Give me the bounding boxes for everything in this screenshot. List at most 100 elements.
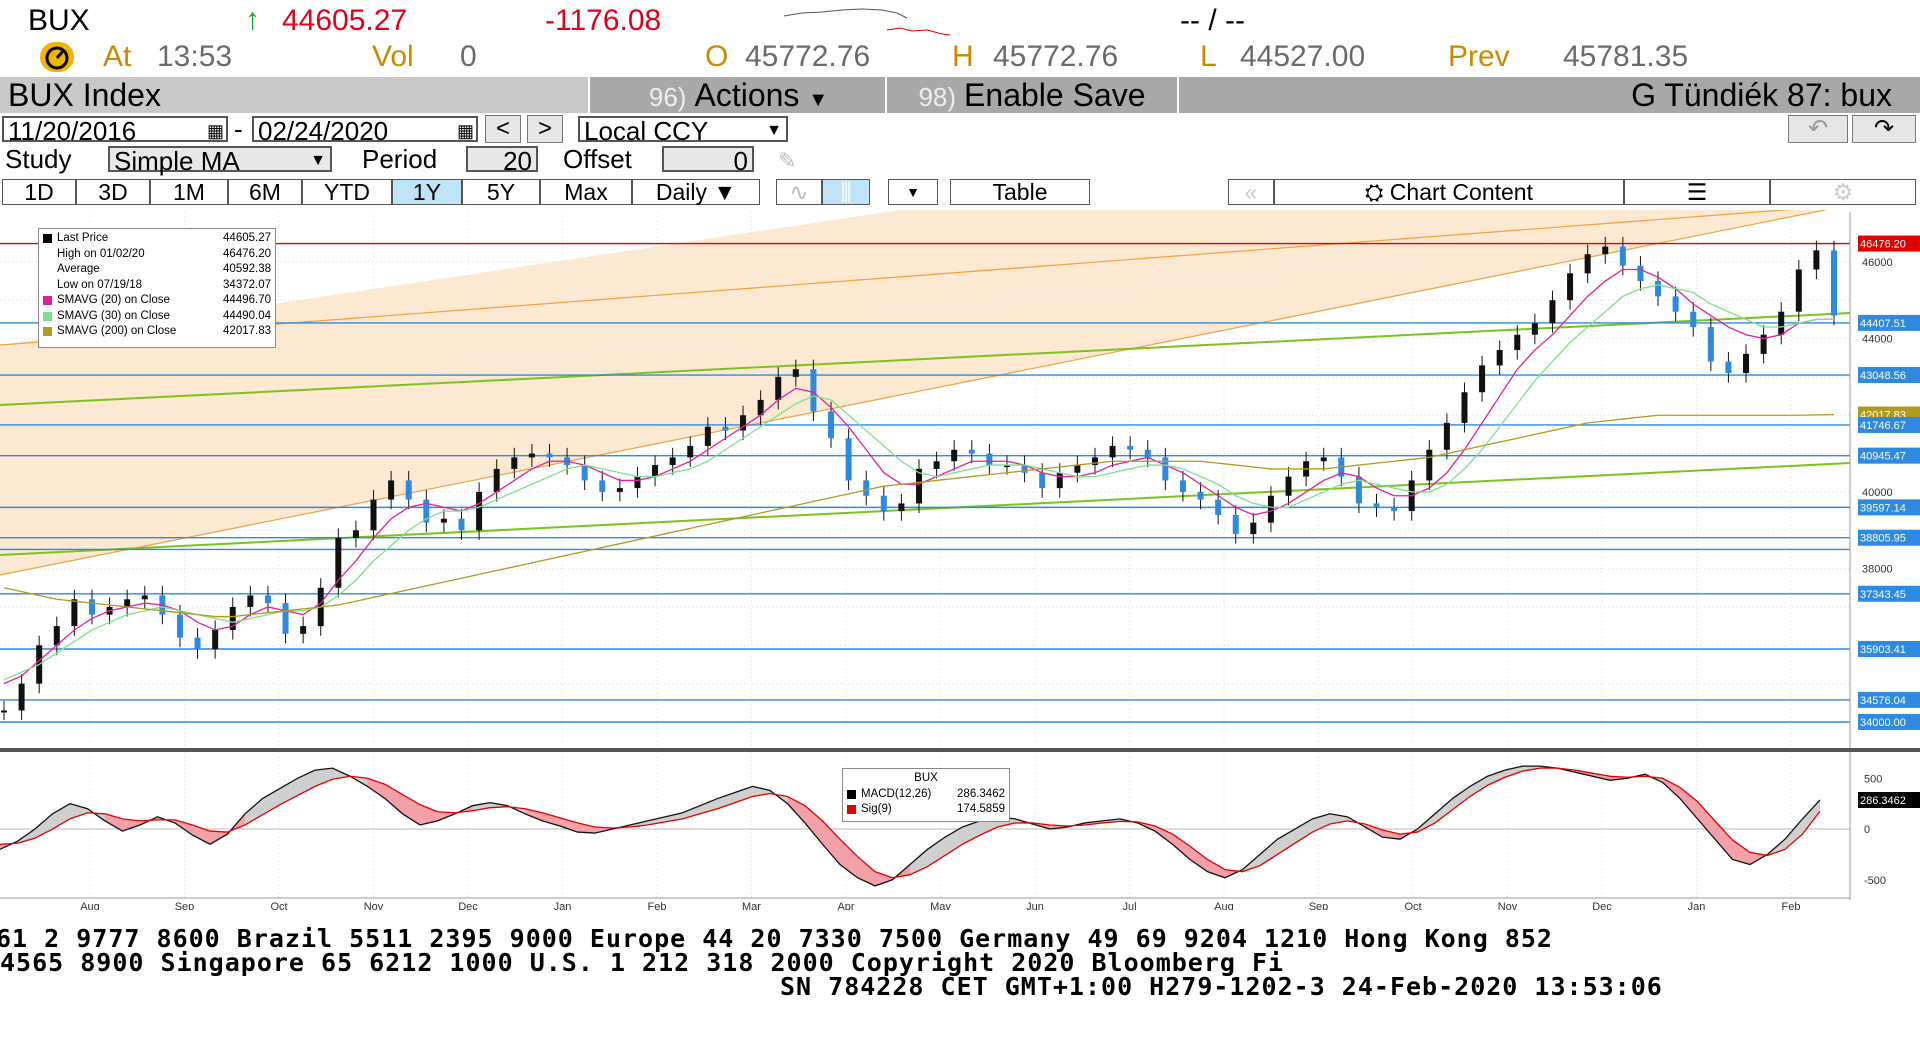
macd-fill (1802, 799, 1820, 835)
x-month-label: Jan (1688, 901, 1706, 910)
range-3d[interactable]: 3D (76, 179, 150, 205)
end-date-field[interactable]: 02/24/2020 ▦ (252, 116, 478, 144)
chart-type-dropdown[interactable]: ▼ (888, 179, 938, 205)
legend-row: Last Price 44605.27 (43, 231, 271, 247)
macd-fill (542, 812, 560, 826)
range-1y[interactable]: 1Y (392, 179, 462, 205)
pencil-icon[interactable]: ✎ (778, 148, 797, 173)
price-candle (740, 415, 747, 431)
price-candle (1267, 495, 1274, 523)
macd-pane: 500 0 -500 286.3462 (0, 765, 1920, 887)
annotation-icon[interactable]: ☰ (1624, 179, 1770, 205)
price-candle (1355, 476, 1362, 504)
level-label-box (1858, 235, 1920, 252)
price-candle (1179, 480, 1186, 492)
collapse-icon[interactable]: « (1228, 179, 1274, 205)
sparkline (783, 8, 951, 36)
price-candle (1584, 254, 1591, 274)
price-candle (352, 530, 359, 538)
currency-select[interactable]: Local CCY ▼ (578, 116, 788, 144)
macd-fill (1365, 823, 1383, 838)
price-candle (388, 480, 395, 500)
price-candle (440, 518, 447, 523)
range-5y[interactable]: 5Y (462, 179, 540, 205)
user-label: G Tündiék 87: bux (1631, 77, 1892, 113)
frequency-select[interactable]: Daily ▼ (632, 179, 760, 205)
x-month-label: Mar (742, 901, 761, 910)
actions-menu[interactable]: 96) Actions ▼ (592, 77, 887, 113)
price-candle (1725, 361, 1732, 374)
price-candle (405, 480, 412, 500)
price-candle (1, 710, 7, 713)
price-candle (1426, 449, 1433, 481)
price-candle (1602, 246, 1609, 255)
price-candle (1443, 422, 1450, 450)
period-input[interactable]: 20 (466, 146, 538, 174)
price-candle (53, 626, 60, 646)
high-value: 45772.76 (993, 40, 1119, 73)
channel-upper-fill (0, 210, 1850, 420)
price-candle (247, 595, 254, 607)
macd-fill (1277, 829, 1295, 855)
line-chart-icon[interactable]: ∿ (776, 179, 822, 205)
price-candle (1162, 457, 1169, 481)
range-ytd[interactable]: YTD (302, 179, 392, 205)
price-candle (1320, 457, 1327, 462)
macd-fill (1452, 786, 1470, 810)
macd-fill (385, 784, 403, 814)
legend-row: High on 01/02/20 46476.20 (43, 247, 271, 263)
bid-ask: -- / -- (1180, 4, 1245, 37)
prev-period-button[interactable]: < (485, 115, 521, 143)
legend-swatch (847, 805, 856, 814)
legend-row: Sig(9) 174.5859 (847, 802, 1005, 818)
price-candle (1707, 327, 1714, 362)
price-candle (546, 453, 553, 458)
table-button[interactable]: Table (950, 179, 1090, 205)
prev-label: Prev (1448, 40, 1510, 73)
redo-button[interactable]: ↷ (1852, 115, 1916, 143)
macd-fill (577, 822, 595, 834)
next-period-button[interactable]: > (527, 115, 563, 143)
macd-fill (1155, 825, 1173, 845)
price-candle (792, 369, 799, 377)
calendar-icon[interactable]: ▦ (456, 121, 474, 141)
range-1d[interactable]: 1D (2, 179, 76, 205)
calendar-icon[interactable]: ▦ (206, 121, 224, 141)
legend-value: 174.5859 (957, 803, 1005, 815)
legend-name: MACD(12,26) (861, 787, 932, 800)
macd-fill (1715, 820, 1733, 860)
x-axis: Aug Sep Oct Nov Dec Jan Feb Mar Apr May Jun Jul Aug S… (0, 897, 1850, 910)
price-candle (1074, 465, 1081, 473)
legend-name: SMAVG (20) on Close (57, 294, 170, 306)
enable-save-button[interactable]: 98) Enable Save (887, 77, 1179, 113)
range-max[interactable]: Max (540, 179, 632, 205)
legend-name: High on 01/02/20 (57, 247, 145, 260)
series-line-1 (3, 268, 1834, 685)
macd-fill (472, 802, 490, 811)
macd-fill (665, 812, 683, 822)
start-date-field[interactable]: 11/20/2016 ▦ (2, 116, 228, 144)
macd-y-tick: 0 (1864, 824, 1870, 836)
chart-content-button[interactable]: ⛭ Chart Content (1274, 179, 1624, 205)
price-candle (1655, 281, 1662, 297)
ticker-symbol: BUX (28, 4, 90, 37)
macd-legend[interactable]: BUX MACD(12,26) 286.3462 Sig(9) 174.5859 (842, 768, 1010, 822)
legend-swatch (43, 265, 52, 274)
level-label-box (1858, 416, 1920, 433)
gauge-icon[interactable] (40, 42, 74, 72)
candle-chart-icon[interactable]: ⫼ (822, 179, 870, 205)
offset-input[interactable]: 0 (662, 146, 754, 174)
settings-gear-icon[interactable]: ⚙ (1770, 179, 1916, 205)
caret-down-icon: ▼ (713, 179, 737, 205)
legend[interactable]: Last Price 44605.27 High on 01/02/20 46476.… (38, 228, 276, 348)
range-1m[interactable]: 1M (150, 179, 228, 205)
trendline-upper (0, 312, 1851, 406)
study-select[interactable]: Simple MA ▼ (108, 146, 332, 174)
legend-value: 286.3462 (957, 787, 1005, 800)
undo-button[interactable]: ↶ (1788, 115, 1848, 143)
level-label: 37343.45 (1860, 589, 1906, 601)
price-candle (1285, 476, 1292, 496)
title-bar: BUX Index 96) Actions ▼ 98) Enable Save G … (0, 77, 1920, 113)
range-6m[interactable]: 6M (228, 179, 302, 205)
legend-name: Sig(9) (861, 803, 892, 815)
